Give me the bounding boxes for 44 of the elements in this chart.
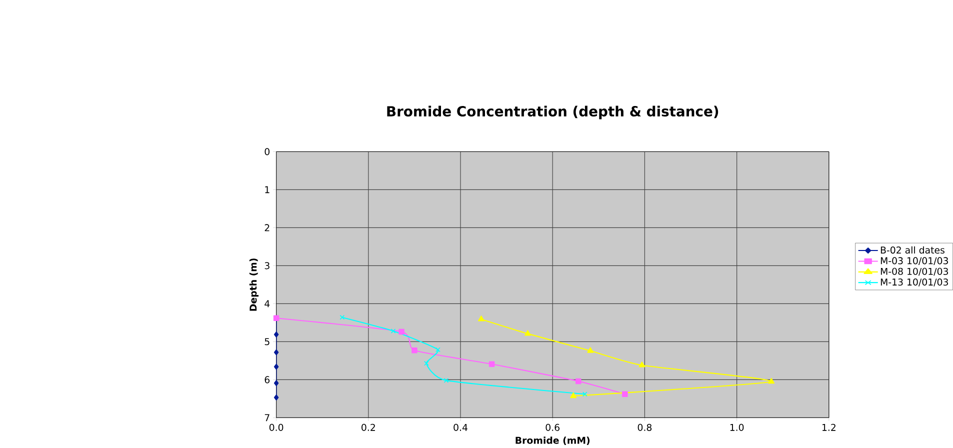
point bbox=[340, 315, 345, 320]
x-tick-label: 0.2 bbox=[362, 424, 375, 432]
point bbox=[638, 362, 646, 368]
point bbox=[412, 348, 418, 354]
point bbox=[570, 392, 577, 398]
point bbox=[274, 349, 279, 356]
point bbox=[390, 328, 396, 334]
point bbox=[478, 316, 484, 322]
x-tick-label: 0.8 bbox=[638, 424, 652, 432]
x-tick-label: 0.6 bbox=[546, 424, 560, 432]
point bbox=[622, 391, 628, 398]
point bbox=[488, 361, 495, 368]
legend-label: M-08 10/01/03 bbox=[880, 268, 948, 276]
x-axis-title: Bromide (mM) bbox=[516, 436, 590, 446]
point bbox=[436, 347, 440, 352]
legend-label: M-03 10/01/03 bbox=[880, 257, 948, 266]
point bbox=[576, 378, 582, 384]
point bbox=[587, 347, 594, 353]
y-tick-label: 4 bbox=[264, 300, 270, 308]
legend-label: B-02 all dates bbox=[880, 246, 944, 254]
point bbox=[524, 330, 531, 336]
y-tick-label: 2 bbox=[264, 224, 270, 232]
x-tick-label: 1.0 bbox=[730, 424, 744, 432]
x-tick-label: 0.4 bbox=[454, 424, 468, 432]
point bbox=[768, 378, 775, 384]
point bbox=[582, 392, 588, 397]
y-tick-label: 0 bbox=[264, 148, 270, 156]
x-tick-label: 1.2 bbox=[822, 424, 836, 431]
point bbox=[274, 380, 279, 386]
point bbox=[274, 364, 279, 370]
chart-title: Bromide Concentration (depth & distance) bbox=[387, 106, 718, 120]
x-tick-label: 0.0 bbox=[269, 424, 284, 432]
y-tick-label: 3 bbox=[264, 262, 270, 270]
y-tick-label: 6 bbox=[264, 376, 270, 384]
y-tick-label: 7 bbox=[264, 414, 270, 422]
point bbox=[444, 378, 449, 384]
legend-label: M-13 10/01/03 bbox=[880, 278, 948, 286]
y-tick-label: 5 bbox=[264, 338, 270, 346]
point bbox=[274, 394, 279, 401]
point bbox=[398, 329, 404, 335]
point bbox=[424, 361, 429, 366]
y-tick-label: 1 bbox=[265, 186, 270, 194]
point bbox=[274, 332, 279, 338]
y-axis-title: Depth (m) bbox=[249, 258, 259, 311]
